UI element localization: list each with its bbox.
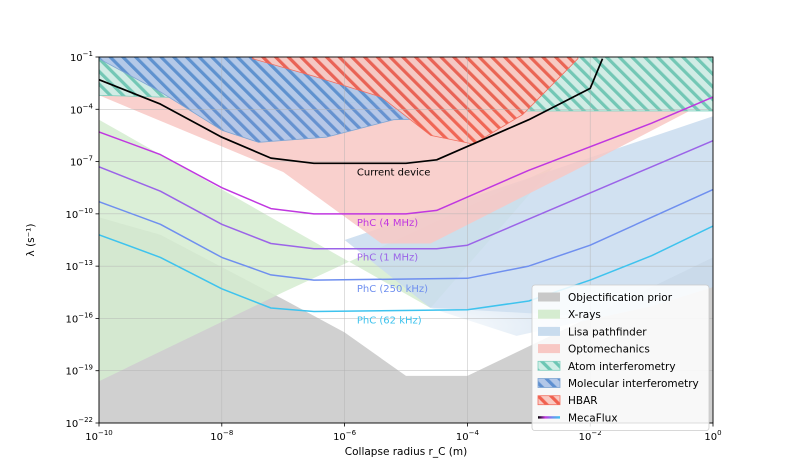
x-axis-label: Collapse radius r_C (m) bbox=[345, 446, 467, 458]
legend-swatch bbox=[538, 326, 560, 336]
legend-label: Lisa pathfinder bbox=[568, 326, 647, 338]
legend-item-mecaflux: MecaFlux bbox=[538, 412, 618, 424]
legend-swatch-gradient bbox=[538, 416, 560, 419]
legend-swatch bbox=[537, 395, 561, 406]
legend-item-atom-interferometry: Atom interferometry bbox=[537, 360, 676, 373]
y-tick-label: 10−4 bbox=[70, 102, 94, 116]
legend-item-lisa-pathfinder: Lisa pathfinder bbox=[538, 326, 647, 338]
legend-item-x-rays: X-rays bbox=[538, 309, 601, 321]
curve-label-phc-250-khz: PhC (250 kHz) bbox=[357, 284, 428, 295]
curve-phc-4-mhz bbox=[99, 96, 713, 215]
curve-phc-1-mhz bbox=[99, 140, 713, 250]
legend-label: HBAR bbox=[568, 395, 598, 407]
y-tick-label: 10−19 bbox=[65, 364, 93, 378]
legend-label: MecaFlux bbox=[568, 412, 618, 424]
y-axis-label: λ (s⁻¹) bbox=[25, 224, 37, 257]
curve-phc-62-khz bbox=[99, 225, 713, 313]
legend: Objectification prior X-rays Lisa pathfind… bbox=[531, 284, 710, 432]
curve-label-phc-4-mhz: PhC (4 MHz) bbox=[357, 218, 418, 229]
y-tick-label: 10−10 bbox=[65, 207, 93, 221]
legend-swatch bbox=[538, 292, 560, 302]
legend-label: X-rays bbox=[568, 309, 601, 321]
legend-label: Molecular interferometry bbox=[568, 378, 699, 390]
region-lisa-pathfinder bbox=[344, 116, 713, 336]
x-tick-label: 10−2 bbox=[579, 429, 602, 443]
legend-item-objectification-prior: Objectification prior bbox=[538, 292, 673, 304]
curve-label-phc-1-mhz: PhC (1 MHz) bbox=[357, 253, 418, 264]
legend-swatch bbox=[538, 309, 560, 319]
legend-swatch bbox=[537, 360, 561, 371]
x-tick-label: 10−10 bbox=[85, 429, 113, 443]
legend-label: Optomechanics bbox=[568, 344, 650, 356]
curve-label-current-device: Current device bbox=[357, 167, 431, 178]
legend-label: Atom interferometry bbox=[568, 361, 676, 373]
y-tick-label: 10−13 bbox=[65, 259, 93, 273]
legend-item-molecular-interferometry: Molecular interferometry bbox=[537, 378, 699, 390]
curve-current-device bbox=[99, 58, 604, 165]
legend-swatch bbox=[537, 378, 561, 388]
region-hbar bbox=[252, 57, 579, 145]
plot-frame bbox=[98, 56, 714, 424]
y-tick-label: 10−16 bbox=[65, 311, 93, 325]
legend-item-optomechanics: Optomechanics bbox=[538, 344, 650, 356]
y-tick-label: 10−22 bbox=[65, 416, 93, 430]
legend-box bbox=[531, 284, 710, 432]
curve-label-phc-62-khz: PhC (62 kHz) bbox=[357, 315, 422, 326]
x-tick-label: 10−8 bbox=[210, 429, 233, 443]
legend-label: Objectification prior bbox=[568, 292, 673, 304]
x-tick-label: 10−6 bbox=[333, 429, 357, 443]
plot-area: Current device PhC (4 MHz) PhC (1 MHz) PhC … bbox=[65, 50, 721, 443]
legend-item-hbar: HBAR bbox=[537, 395, 598, 407]
legend-swatch bbox=[538, 344, 560, 354]
y-tick-label: 10−7 bbox=[70, 155, 93, 169]
x-tick-label: 100 bbox=[704, 429, 721, 443]
x-tick-label: 10−4 bbox=[456, 429, 480, 443]
region-x-rays bbox=[99, 119, 554, 382]
curve-phc-250-khz bbox=[99, 188, 713, 281]
y-tick-label: 10−1 bbox=[70, 50, 93, 64]
